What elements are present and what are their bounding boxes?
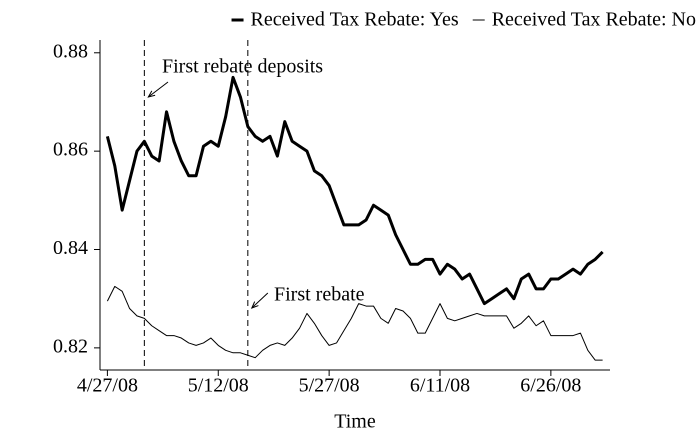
arrow-head — [250, 301, 259, 309]
series-line — [105, 75, 604, 306]
y-tick-label: 0.84 — [53, 237, 88, 259]
x-tick-label: 6/26/08 — [520, 375, 581, 397]
y-tick-label: 0.88 — [53, 40, 88, 62]
x-tick-label: 5/12/08 — [188, 375, 249, 397]
arrow-head — [147, 90, 156, 98]
annotation: First rebate — [274, 284, 365, 306]
legend-label: Received Tax Rebate: Yes — [251, 9, 459, 31]
legend-label: Received Tax Rebate: No — [492, 9, 696, 31]
x-tick-label: 4/27/08 — [77, 375, 138, 397]
x-axis-label: Time — [334, 411, 376, 433]
y-tick-label: 0.82 — [53, 335, 88, 357]
annotation: First rebate deposits — [162, 56, 323, 78]
y-tick-label: 0.86 — [53, 139, 88, 161]
annotation-arrow — [251, 292, 269, 309]
annotation-arrow — [148, 81, 169, 98]
series-line — [106, 285, 603, 361]
x-tick-label: 5/27/08 — [299, 375, 360, 397]
x-tick-label: 6/11/08 — [410, 375, 470, 397]
